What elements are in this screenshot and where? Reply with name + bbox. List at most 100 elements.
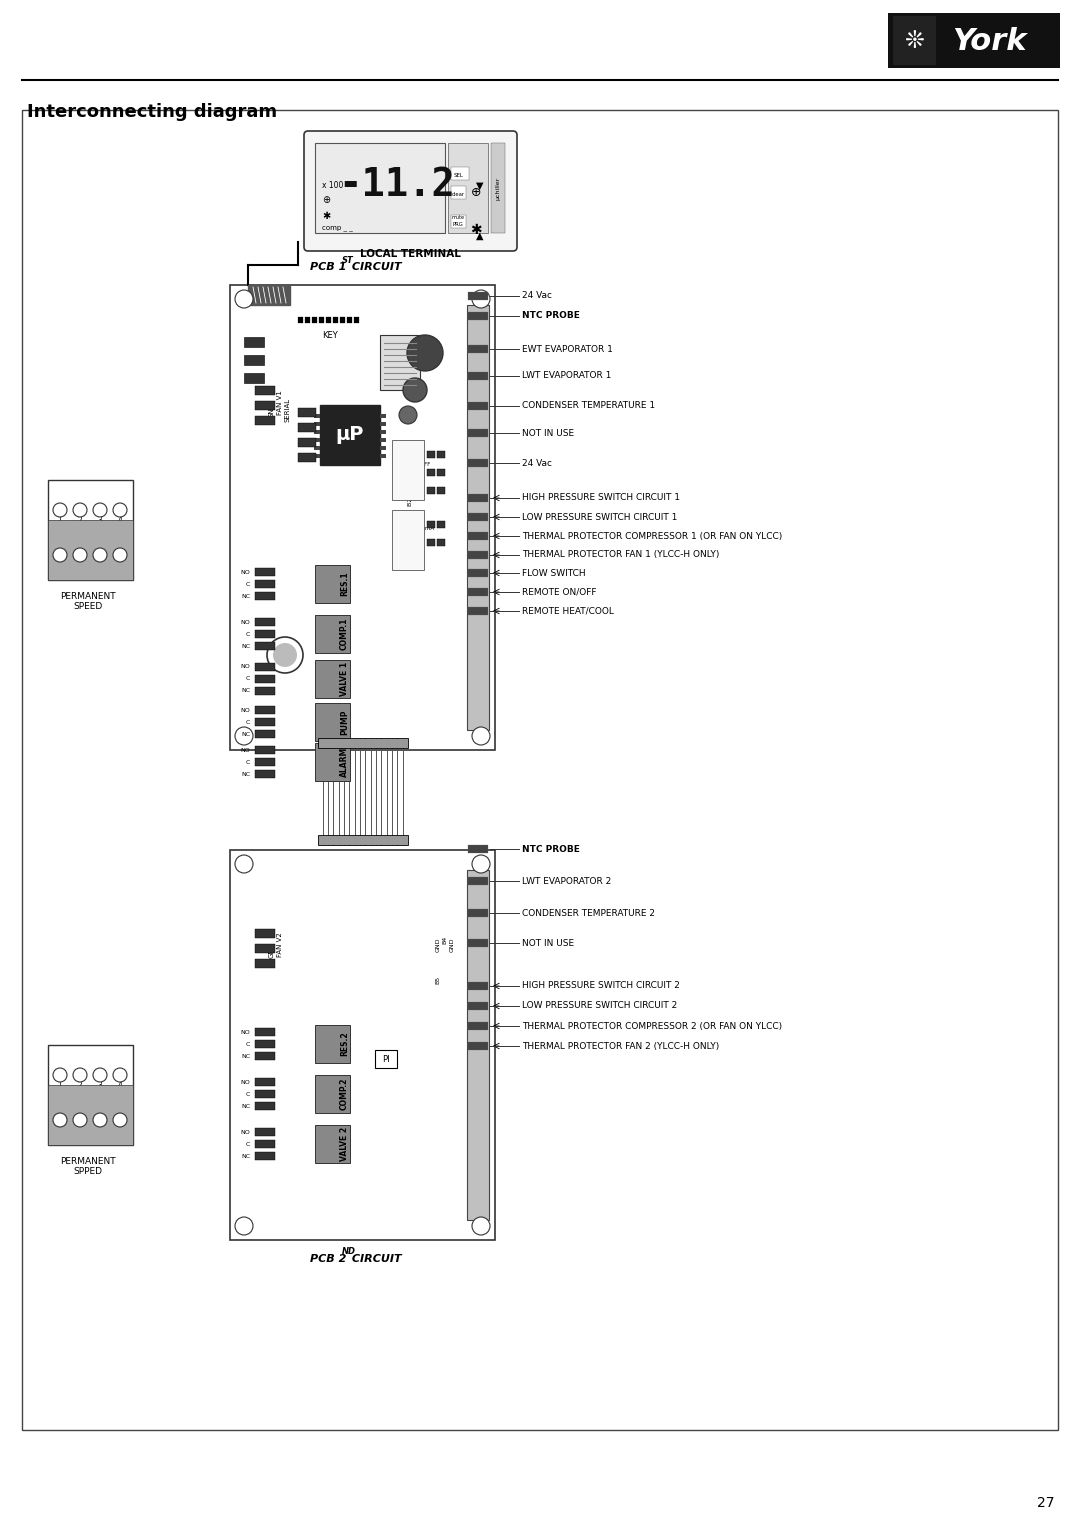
Text: RES.1: RES.1 — [340, 571, 349, 597]
Bar — [451, 166, 469, 180]
Circle shape — [53, 1067, 67, 1083]
Text: ✱: ✱ — [322, 211, 330, 221]
Bar — [451, 186, 465, 199]
Text: 1-2° NTC: 1-2° NTC — [397, 534, 421, 539]
Bar — [468, 939, 488, 947]
Bar — [468, 844, 488, 854]
Bar — [255, 770, 275, 777]
Text: VALVE 1: VALVE 1 — [340, 661, 349, 696]
Text: GND: GND — [449, 938, 455, 953]
Text: NC: NC — [241, 643, 249, 649]
Bar — [255, 580, 275, 588]
Text: ST: ST — [342, 257, 354, 266]
Bar — [315, 1075, 350, 1113]
Bar — [315, 565, 350, 603]
Circle shape — [73, 502, 87, 518]
Circle shape — [267, 637, 303, 673]
Bar — [255, 592, 275, 600]
Text: RES.2: RES.2 — [340, 1032, 349, 1057]
Text: FLOW SWITCH: FLOW SWITCH — [522, 568, 585, 577]
Bar — [314, 414, 320, 418]
Circle shape — [113, 548, 127, 562]
Bar — [427, 521, 435, 528]
Text: HIGH PRESSURE SWITCH CIRCUIT 1: HIGH PRESSURE SWITCH CIRCUIT 1 — [522, 493, 680, 502]
Text: COMP.2: COMP.2 — [340, 1078, 349, 1110]
Text: FAN CONTROL
MODULE
CIRCUIT 1: FAN CONTROL MODULE CIRCUIT 1 — [56, 479, 120, 510]
Text: KEY: KEY — [322, 331, 338, 341]
Bar — [380, 431, 386, 434]
Text: Interconnecting diagram: Interconnecting diagram — [27, 102, 278, 121]
Bar — [298, 423, 316, 432]
Text: REMOTE HEAT/COOL: REMOTE HEAT/COOL — [522, 606, 613, 615]
Bar — [230, 286, 495, 750]
Bar — [319, 318, 324, 324]
Bar — [468, 1002, 488, 1009]
Text: 8: 8 — [118, 560, 122, 570]
Bar — [255, 757, 275, 767]
Circle shape — [235, 290, 253, 308]
Bar — [255, 1040, 275, 1048]
Text: SEL: SEL — [454, 173, 464, 179]
Text: EWT EVAPORATOR 1: EWT EVAPORATOR 1 — [522, 345, 612, 353]
Bar — [255, 718, 275, 725]
Circle shape — [73, 1067, 87, 1083]
Text: C: C — [245, 632, 249, 637]
Text: PUMP: PUMP — [340, 709, 349, 734]
Bar — [255, 747, 275, 754]
Bar — [255, 663, 275, 670]
Text: ⊕: ⊕ — [322, 195, 330, 205]
Bar — [427, 539, 435, 547]
Text: 4: 4 — [118, 516, 122, 525]
Text: C: C — [245, 1142, 249, 1147]
Bar — [468, 551, 488, 559]
Circle shape — [472, 727, 490, 745]
Bar — [468, 608, 488, 615]
Text: C: C — [245, 719, 249, 724]
Bar — [437, 487, 445, 495]
Text: B3: B3 — [397, 562, 405, 567]
Bar — [468, 876, 488, 886]
Bar — [314, 454, 320, 458]
Bar — [315, 660, 350, 698]
Circle shape — [93, 1067, 107, 1083]
Bar — [315, 1125, 350, 1164]
Bar — [380, 414, 386, 418]
Text: 24 Vac: 24 Vac — [522, 292, 552, 301]
Bar — [392, 510, 424, 570]
Circle shape — [73, 548, 87, 562]
Bar — [427, 450, 435, 458]
Bar — [315, 702, 350, 741]
Bar — [468, 373, 488, 380]
Text: THERMAL PROTECTOR COMPRESSOR 2 (OR FAN ON YLCC): THERMAL PROTECTOR COMPRESSOR 2 (OR FAN O… — [522, 1022, 782, 1031]
Bar — [326, 318, 330, 324]
Text: PRG: PRG — [453, 221, 463, 228]
Text: 2: 2 — [78, 1081, 82, 1090]
Circle shape — [472, 1217, 490, 1235]
Text: -11.2: -11.2 — [338, 166, 456, 205]
Text: NC: NC — [241, 771, 249, 777]
Bar — [255, 1151, 275, 1161]
Text: FAN V1: FAN V1 — [276, 391, 283, 415]
Text: LOCAL TERMINAL: LOCAL TERMINAL — [360, 249, 461, 260]
Text: B2 B4: B2 B4 — [408, 489, 413, 508]
Bar — [451, 215, 465, 228]
Circle shape — [273, 643, 297, 667]
Text: NO: NO — [240, 570, 249, 574]
Bar — [255, 568, 275, 576]
Text: x 100 —: x 100 — — [322, 182, 353, 189]
Bar — [230, 851, 495, 1240]
Text: B4: B4 — [443, 936, 447, 944]
Text: NO: NO — [240, 620, 249, 625]
Text: 1: 1 — [57, 1081, 63, 1090]
Bar — [255, 675, 275, 683]
Text: 6: 6 — [78, 1125, 82, 1135]
Text: NOT IN USE: NOT IN USE — [522, 429, 575, 438]
Bar — [255, 1028, 275, 1035]
Circle shape — [93, 502, 107, 518]
Bar — [437, 539, 445, 547]
Bar — [888, 14, 1059, 69]
Text: B5: B5 — [397, 547, 405, 551]
Bar — [468, 460, 488, 467]
Circle shape — [113, 1067, 127, 1083]
Bar — [437, 450, 445, 458]
